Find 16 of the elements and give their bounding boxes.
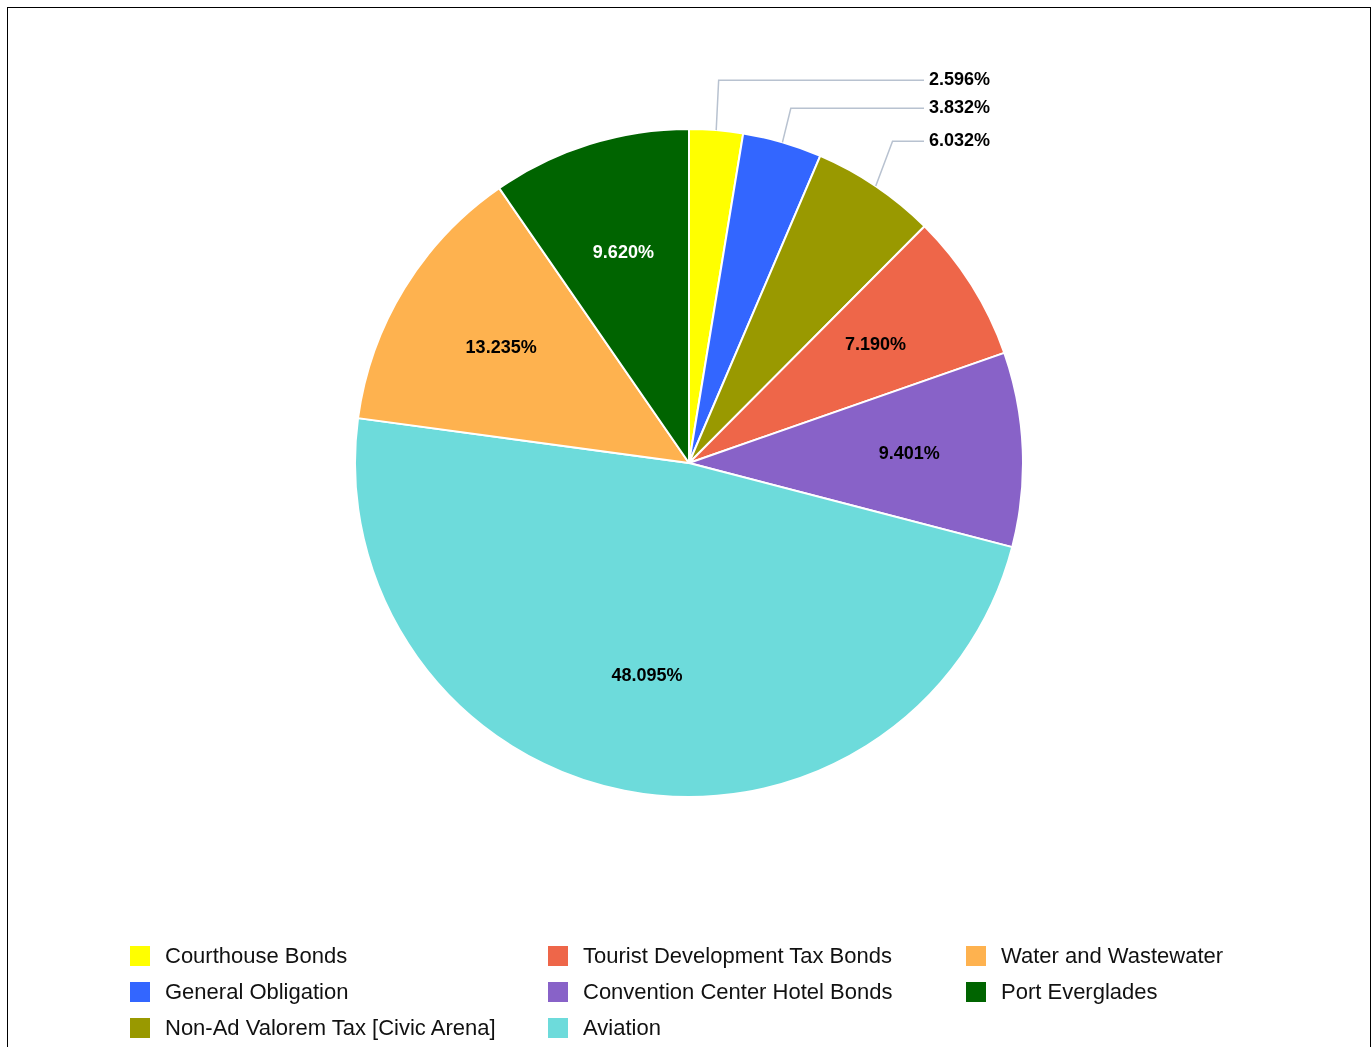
legend-label: Non-Ad Valorem Tax [Civic Arena] [165,1015,496,1041]
data-label: 9.620% [592,241,654,262]
legend-label: Convention Center Hotel Bonds [583,979,893,1005]
data-label: 3.832% [929,97,991,118]
legend-label: Courthouse Bonds [165,943,348,969]
legend-label: Water and Wastewater [1001,943,1224,969]
legend-label: Aviation [583,1015,661,1041]
data-label: 7.190% [845,334,907,355]
data-label: 6.032% [929,130,991,151]
legend-label: Tourist Development Tax Bonds [583,943,892,969]
legend-label: General Obligation [165,979,349,1005]
data-label: 48.095% [611,664,683,685]
legend-label: Port Everglades [1001,979,1158,1005]
data-label: 2.596% [929,69,991,90]
data-label: 9.401% [878,442,940,463]
data-label: 13.235% [465,336,537,357]
